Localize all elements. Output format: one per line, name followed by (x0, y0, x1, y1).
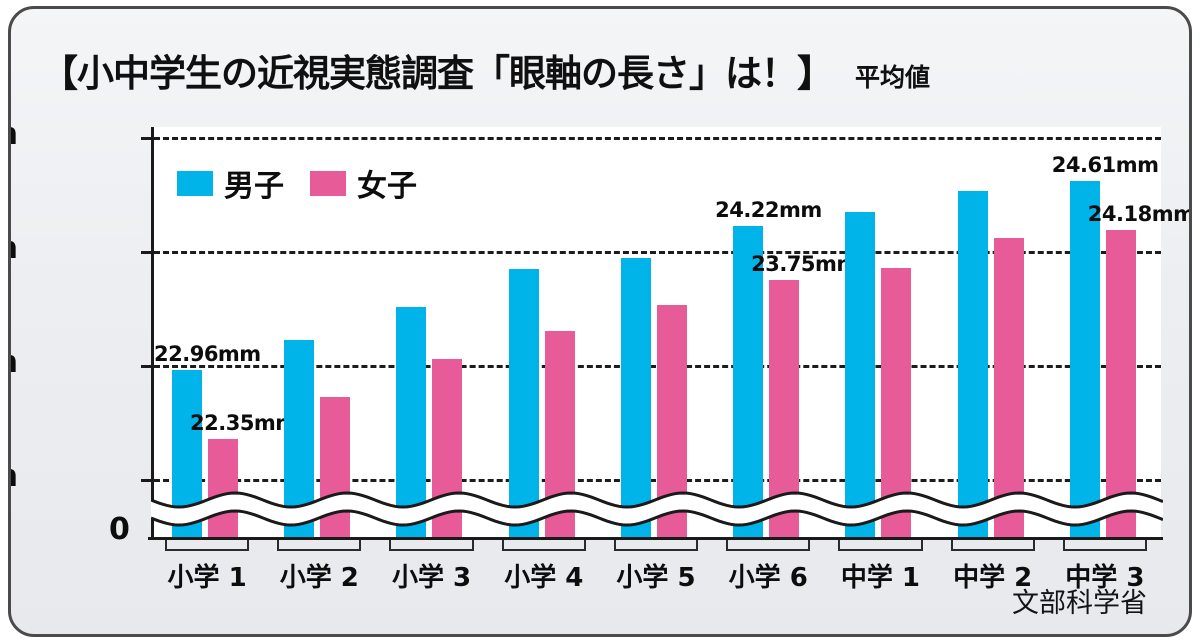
legend-label-male: 男子 (224, 169, 284, 204)
bar-male (957, 190, 988, 537)
bar-value-label: 24.22mm (715, 197, 822, 222)
category-label: 中学 3 (1065, 563, 1145, 593)
bar-female (432, 359, 463, 537)
category-label: 小学 2 (279, 563, 359, 593)
bar-male (1069, 181, 1100, 537)
legend: 男子 女子 (177, 161, 417, 205)
chart-card-frame: 【小中学生の近視実態調査「眼軸の長さ」は！】 平均値 25mm 24mm 23mm 2… (8, 6, 1192, 637)
page-title: 【小中学生の近視実態調査「眼軸の長さ」は！】 平均値 (41, 43, 930, 97)
category-label: 小学 6 (728, 563, 808, 593)
y-axis-tick-label: 23mm (11, 345, 18, 380)
bar-male (620, 257, 651, 537)
y-axis-tick (141, 365, 154, 368)
x-axis-category: 小学 4 (488, 540, 600, 594)
y-axis-tick-label: 24mm (11, 231, 18, 266)
bar-female (320, 396, 351, 537)
category-bracket (165, 540, 250, 551)
chart-title: 【小中学生の近視実態調査「眼軸の長さ」は！】 (41, 52, 834, 95)
category-bracket (838, 540, 923, 551)
legend-swatch-male-icon (177, 170, 213, 196)
category-label: 小学 1 (167, 563, 247, 593)
x-axis-baseline (148, 537, 1163, 540)
y-axis-tick (141, 479, 154, 482)
chart-subtitle: 平均値 (855, 63, 931, 92)
x-axis-category: 中学 1 (824, 540, 936, 594)
x-axis-category: 小学 2 (263, 540, 375, 594)
bar-value-label: 22.35mm (190, 411, 297, 436)
bar-value-label: 22.96mm (154, 341, 261, 366)
bar-value-label: 24.61mm (1051, 153, 1159, 178)
bar-male (284, 339, 315, 537)
y-axis-zero-label: 0 (109, 512, 130, 547)
bar-female (208, 439, 238, 537)
y-axis-tick (141, 251, 154, 254)
category-bracket (501, 540, 586, 551)
x-axis-category: 小学 1 (151, 540, 263, 594)
gridline (154, 251, 1161, 254)
x-axis-category: 小学 5 (600, 540, 712, 594)
bar-male (845, 212, 876, 537)
bar-female (656, 304, 687, 537)
bar-female (993, 238, 1024, 537)
bar-value-label: 23.75mm (751, 251, 858, 276)
x-axis-categories: 小学 1 小学 2 小学 3 小学 4 小学 5 小学 6 中学 1 中学 2 中学 3 (11, 540, 1189, 600)
category-label: 中学 1 (840, 563, 921, 593)
x-axis-category: 中学 2 (937, 540, 1049, 594)
bar-female (544, 330, 575, 537)
source-attribution: 文部科学省 (1012, 588, 1147, 619)
x-axis-category: 中学 3 (1049, 540, 1161, 594)
category-label: 小学 4 (504, 563, 584, 593)
bar-female (769, 279, 800, 537)
bar-female (881, 268, 912, 537)
category-label: 小学 3 (391, 563, 472, 593)
bar-value-label: 24.18mm (1087, 202, 1192, 227)
x-axis-category: 小学 3 (375, 540, 487, 594)
bar-male (172, 369, 202, 537)
legend-item-female: 女子 (310, 161, 417, 205)
legend-swatch-female-icon (310, 170, 346, 196)
category-label: 小学 5 (616, 563, 696, 593)
category-bracket (613, 540, 699, 551)
category-bracket (726, 540, 811, 551)
gridline (154, 137, 1161, 140)
y-axis-tick (141, 137, 154, 140)
category-label: 中学 2 (953, 563, 1033, 593)
bar-male (733, 225, 764, 537)
bar-female (1105, 230, 1136, 537)
category-bracket (277, 540, 362, 551)
bar-male (396, 306, 427, 537)
y-axis-tick-label: 25mm (11, 117, 18, 152)
category-bracket (950, 540, 1035, 551)
bar-male (508, 269, 539, 537)
category-bracket (389, 540, 474, 551)
legend-item-male: 男子 (177, 161, 284, 205)
y-axis-tick-label: 22mm (11, 459, 18, 494)
x-axis-category: 小学 6 (712, 540, 824, 594)
category-bracket (1062, 540, 1147, 551)
legend-label-female: 女子 (357, 169, 417, 204)
